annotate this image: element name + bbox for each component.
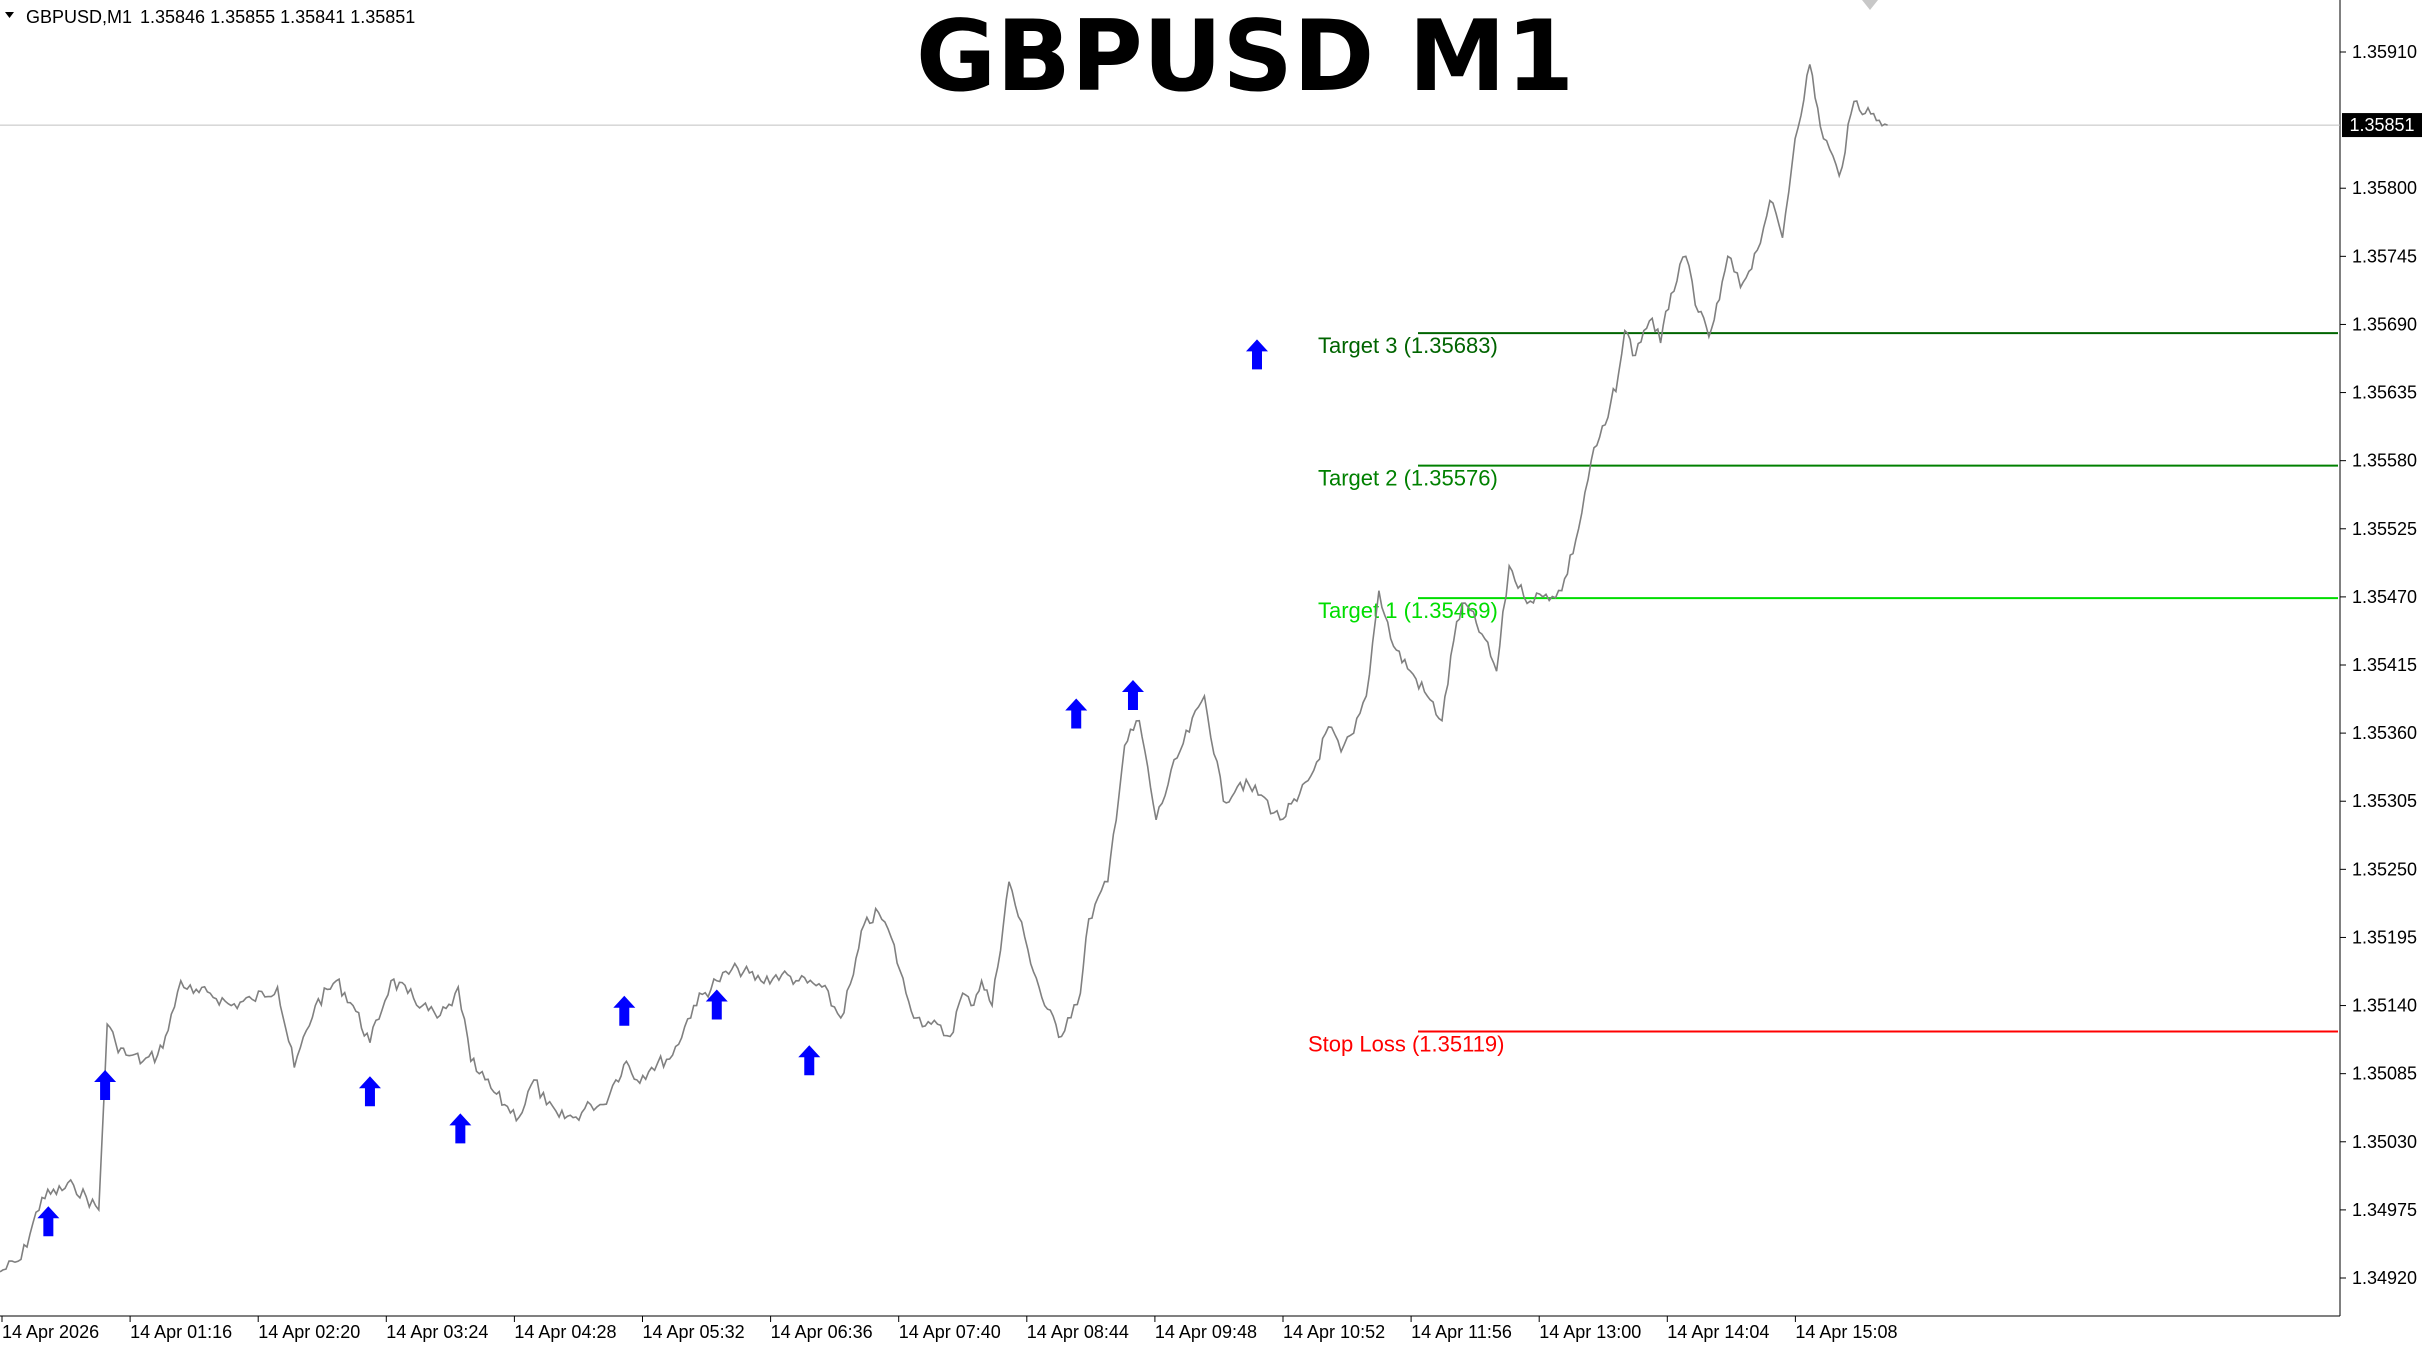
x-tick-label: 14 Apr 10:52 [1283, 1322, 1385, 1342]
level-label-target-1: Target 1 (1.35469) [1318, 598, 1498, 623]
current-price-tag: 1.35851 [2342, 113, 2422, 138]
shift-marker-icon[interactable] [1862, 0, 1878, 10]
level-lines: Target 3 (1.35683) Target 2 (1.35576) Targ… [0, 124, 2340, 1057]
y-tick-label: 1.35305 [2352, 791, 2417, 811]
up-arrow-icon [798, 1045, 821, 1076]
x-tick-label: 14 Apr 14:04 [1667, 1322, 1769, 1342]
up-arrow-icon [37, 1206, 60, 1237]
level-label-target-3: Target 3 (1.35683) [1318, 333, 1498, 358]
y-axis: 1.35910 1.35800 1.35745 1.35690 1.35635 1.355… [2340, 42, 2417, 1288]
symbol-label: GBPUSD,M1 [26, 7, 132, 27]
level-label-target-2: Target 2 (1.35576) [1318, 466, 1498, 491]
x-tick-label: 14 Apr 15:08 [1795, 1322, 1897, 1342]
current-price-value: 1.35851 [2349, 115, 2414, 135]
signal-arrows [37, 339, 1268, 1237]
x-tick-label: 14 Apr 05:32 [643, 1322, 745, 1342]
level-label-stop-loss: Stop Loss (1.35119) [1308, 1032, 1505, 1057]
x-tick-label: 14 Apr 08:44 [1027, 1322, 1129, 1342]
x-tick-label: 14 Apr 07:40 [899, 1322, 1001, 1342]
price-series [0, 64, 1888, 1273]
chart-title: GBPUSD M1 [916, 0, 1574, 114]
up-arrow-icon [1121, 679, 1144, 710]
x-tick-label: 14 Apr 01:16 [130, 1322, 232, 1342]
up-arrow-icon [1065, 698, 1088, 729]
x-tick-label: 14 Apr 06:36 [771, 1322, 873, 1342]
x-tick-label: 14 Apr 09:48 [1155, 1322, 1257, 1342]
x-tick-label: 14 Apr 11:56 [1411, 1322, 1512, 1342]
y-tick-label: 1.35140 [2352, 996, 2417, 1016]
up-arrow-icon [358, 1076, 381, 1107]
symbol-dropdown[interactable] [5, 12, 14, 18]
y-tick-label: 1.35635 [2352, 383, 2417, 403]
x-tick-label: 14 Apr 03:24 [386, 1322, 488, 1342]
y-tick-label: 1.34975 [2352, 1200, 2417, 1220]
y-tick-label: 1.35415 [2352, 655, 2417, 675]
y-tick-label: 1.35085 [2352, 1064, 2417, 1084]
x-tick-label: 14 Apr 2026 [2, 1322, 99, 1342]
x-tick-label: 14 Apr 02:20 [258, 1322, 360, 1342]
ohlc-values: 1.35846 1.35855 1.35841 1.35851 [140, 7, 415, 27]
y-tick-label: 1.35800 [2352, 178, 2417, 198]
y-tick-label: 1.34920 [2352, 1268, 2417, 1288]
up-arrow-icon [94, 1070, 117, 1101]
up-arrow-icon [449, 1113, 472, 1144]
y-tick-label: 1.35525 [2352, 519, 2417, 539]
y-tick-label: 1.35360 [2352, 723, 2417, 743]
y-tick-label: 1.35580 [2352, 451, 2417, 471]
x-tick-label: 14 Apr 13:00 [1539, 1322, 1641, 1342]
y-tick-label: 1.35195 [2352, 927, 2417, 947]
y-tick-label: 1.35745 [2352, 246, 2417, 266]
up-arrow-icon [705, 989, 728, 1020]
y-tick-label: 1.35690 [2352, 314, 2417, 334]
y-tick-label: 1.35030 [2352, 1132, 2417, 1152]
dropdown-arrow-icon[interactable] [5, 12, 14, 18]
price-series-line [0, 64, 1888, 1273]
up-arrow-icon [1245, 339, 1268, 370]
x-tick-label: 14 Apr 04:28 [514, 1322, 616, 1342]
up-arrow-icon [613, 995, 636, 1026]
y-tick-label: 1.35910 [2352, 42, 2417, 62]
y-tick-label: 1.35470 [2352, 587, 2417, 607]
x-axis: 14 Apr 2026 14 Apr 01:16 14 Apr 02:20 14 Ap… [1, 1316, 1897, 1342]
y-tick-label: 1.35250 [2352, 859, 2417, 879]
current-price-box [2342, 113, 2422, 138]
